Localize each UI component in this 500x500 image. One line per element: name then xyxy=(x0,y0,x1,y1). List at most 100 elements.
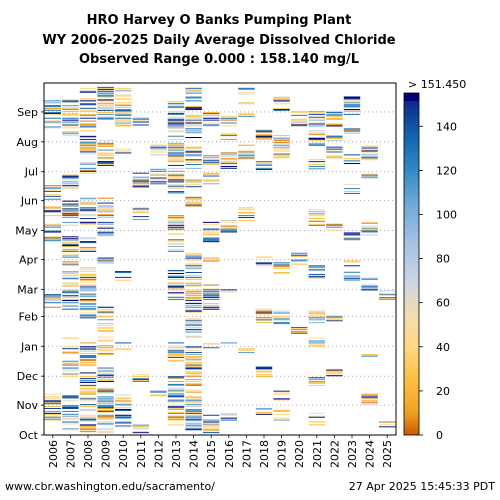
observation-cell xyxy=(185,356,202,358)
observation-cell xyxy=(44,100,61,102)
observation-cell xyxy=(62,263,79,265)
observation-cell xyxy=(185,336,202,338)
observation-cell xyxy=(167,345,185,347)
observation-cell xyxy=(167,275,185,277)
observation-cell xyxy=(167,123,185,125)
observation-cell xyxy=(308,144,325,146)
observation-cell xyxy=(185,122,202,124)
observation-cell xyxy=(238,87,255,89)
observation-cell xyxy=(97,257,114,259)
observation-cell xyxy=(115,148,132,150)
observation-cell xyxy=(79,387,97,389)
observation-cell xyxy=(167,223,185,225)
observation-cell xyxy=(132,424,149,426)
observation-cell xyxy=(79,91,97,93)
observation-cell xyxy=(326,125,343,127)
observation-cell xyxy=(343,99,361,101)
observation-cell xyxy=(203,306,220,308)
observation-cell xyxy=(62,124,79,126)
observation-cell xyxy=(115,95,132,97)
observation-cell xyxy=(255,138,273,140)
observation-cell xyxy=(132,380,149,383)
observation-cell xyxy=(273,317,290,319)
observation-cell xyxy=(79,238,97,240)
observation-cell xyxy=(273,272,290,274)
observation-cell xyxy=(185,289,202,291)
observation-cell xyxy=(273,323,290,325)
observation-cell xyxy=(185,397,202,399)
observation-cell xyxy=(79,90,97,92)
observation-cell xyxy=(167,240,185,242)
observation-cell xyxy=(185,119,202,121)
observation-cell xyxy=(255,263,273,265)
x-tick-label: 2015 xyxy=(205,440,218,468)
observation-cell xyxy=(167,159,185,161)
observation-cell xyxy=(62,264,79,266)
y-tick-label: Sep xyxy=(17,106,38,119)
observation-cell xyxy=(150,181,167,183)
observation-cell xyxy=(185,375,202,377)
observation-cell xyxy=(62,135,79,137)
observation-cell xyxy=(115,415,132,417)
observation-cell xyxy=(273,100,290,102)
observation-cell xyxy=(326,137,343,139)
observation-cell xyxy=(79,207,97,209)
observation-cell xyxy=(44,195,61,197)
observation-cell xyxy=(167,144,185,146)
observation-cell xyxy=(79,365,97,367)
observation-cell xyxy=(167,149,185,151)
observation-cell xyxy=(185,204,202,206)
observation-cell xyxy=(79,197,97,199)
observation-cell xyxy=(167,354,185,356)
observation-cell xyxy=(308,270,325,272)
observation-cell xyxy=(62,406,79,408)
observation-cell xyxy=(62,245,79,247)
observation-cell xyxy=(255,412,273,414)
observation-cell xyxy=(62,362,79,364)
observation-cell xyxy=(255,366,273,368)
observation-cell xyxy=(97,398,114,400)
observation-cell xyxy=(79,393,97,395)
observation-cell xyxy=(185,425,202,427)
observation-cell xyxy=(255,370,273,372)
observation-cell xyxy=(185,323,202,325)
observation-cell xyxy=(203,228,220,230)
observation-cell xyxy=(361,401,378,403)
observation-cell xyxy=(79,414,97,416)
observation-cell xyxy=(203,162,220,164)
observation-cell xyxy=(44,126,61,128)
observation-cell xyxy=(132,212,149,214)
observation-cell xyxy=(326,123,343,125)
observation-cell xyxy=(97,392,114,394)
observation-cell xyxy=(343,272,361,274)
observation-cell xyxy=(291,121,308,123)
x-tick-label: 2007 xyxy=(64,440,77,468)
observation-cell xyxy=(62,370,79,372)
observation-cell xyxy=(203,174,220,176)
observation-cell xyxy=(185,329,202,331)
colorbar-tick-label: 140 xyxy=(436,120,457,133)
observation-cell xyxy=(62,213,79,215)
observation-cell xyxy=(167,282,185,284)
observation-cell xyxy=(79,170,97,172)
observation-cell xyxy=(44,211,61,213)
observation-cell xyxy=(44,117,61,119)
observation-cell xyxy=(132,180,149,182)
observation-cell xyxy=(97,162,114,164)
observation-cell xyxy=(308,132,325,134)
observation-cell xyxy=(273,272,290,274)
observation-cell xyxy=(97,325,114,327)
observation-cell xyxy=(220,118,237,120)
observation-cell xyxy=(132,208,149,210)
observation-cell xyxy=(79,221,97,223)
observation-cell xyxy=(44,410,61,412)
observation-cell xyxy=(185,318,202,320)
observation-cell xyxy=(132,378,149,380)
observation-cell xyxy=(185,155,202,157)
observation-cell xyxy=(343,238,361,240)
observation-cell xyxy=(308,143,325,145)
observation-cell xyxy=(361,146,378,148)
observation-cell xyxy=(44,210,61,212)
observation-cell xyxy=(97,209,114,211)
observation-cell xyxy=(185,184,202,186)
